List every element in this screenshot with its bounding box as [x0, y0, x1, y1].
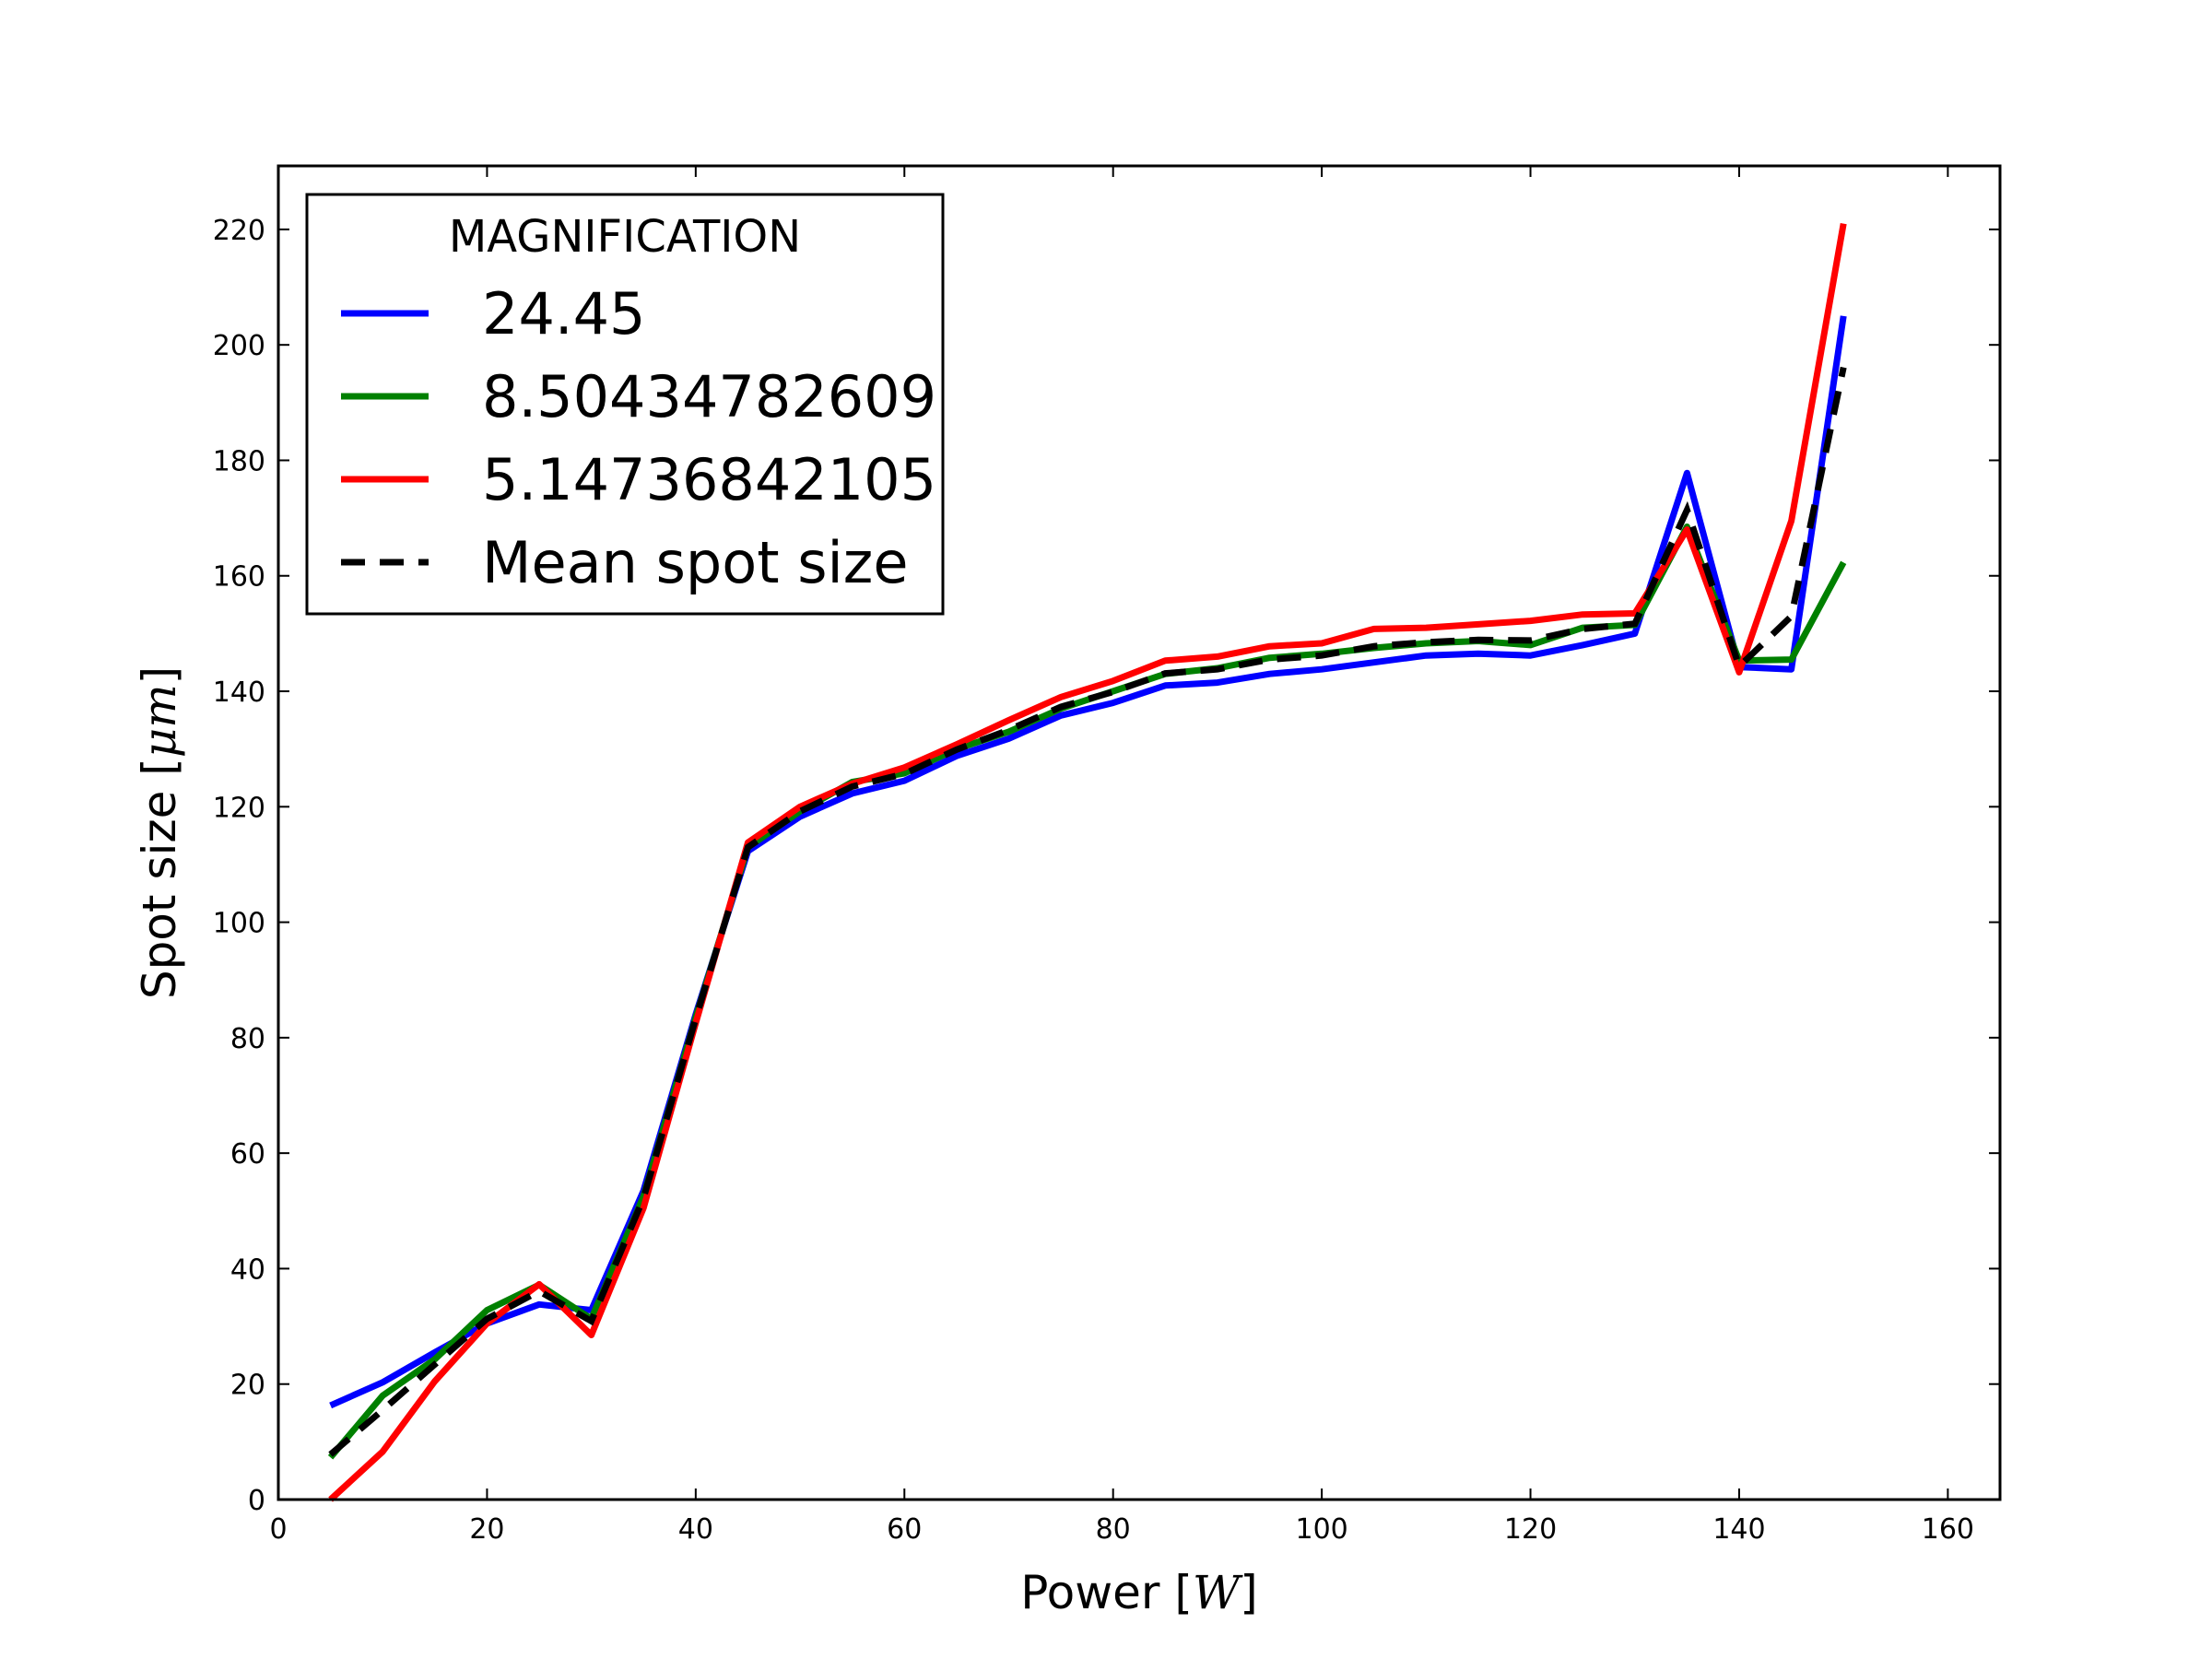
y-tick-label: 20 [230, 1370, 265, 1402]
series-layer [327, 222, 1847, 1502]
x-tick-label: 160 [1922, 1513, 1974, 1546]
y-tick-label: 180 [213, 445, 265, 477]
x-tick-label: 40 [678, 1513, 713, 1546]
y-tick-label: 120 [213, 792, 265, 824]
series-line-3 [328, 366, 1847, 1457]
series-line-2 [328, 222, 1847, 1502]
legend: MAGNIFICATION 24.45 8.50434782609 5.147368… [305, 193, 945, 616]
x-tick-label: 120 [1504, 1513, 1557, 1546]
plot-frame [276, 164, 2002, 1501]
x-tick-label: 80 [1096, 1513, 1131, 1546]
y-tick-label: 0 [248, 1485, 265, 1517]
series-line-1 [327, 524, 1847, 1460]
y-tick-label: 140 [213, 677, 265, 709]
y-tick-label: 200 [213, 330, 265, 362]
x-axis-label-text: Power [1020, 1566, 1160, 1619]
x-tick-label: 100 [1295, 1513, 1347, 1546]
legend-label-1: 8.50434782609 [482, 363, 936, 430]
x-tick-label: 140 [1712, 1513, 1765, 1546]
x-tick-label: 20 [469, 1513, 504, 1546]
legend-entries: 24.45 8.50434782609 5.14736842105 Mean spot… [341, 280, 936, 596]
ticks-layer: 0 20 40 60 80 100 120 140 160 0 20 40 60 80 100 120 140 1… [213, 166, 2000, 1546]
y-tick-label: 40 [230, 1253, 265, 1286]
y-tick-label: 100 [213, 908, 265, 940]
y-axis-label-text: Spot size [133, 791, 186, 1000]
legend-label-0: 24.45 [482, 280, 646, 347]
series-line-0 [329, 315, 1847, 1409]
y-tick-label: 60 [230, 1138, 265, 1171]
y-tick-label: 160 [213, 561, 265, 594]
y-axis-unit: μm [133, 684, 186, 758]
x-axis-label: Power [W] [1020, 1566, 1258, 1619]
x-tick-label: 60 [887, 1513, 922, 1546]
x-axis-unit: W [1193, 1566, 1243, 1619]
legend-label-2: 5.14736842105 [482, 446, 936, 513]
y-tick-label: 220 [213, 215, 265, 247]
y-axis-label: Spot size [μm] [133, 666, 186, 999]
legend-box [305, 193, 945, 616]
x-tick-label: 0 [269, 1513, 287, 1546]
legend-label-3: Mean spot size [482, 529, 908, 596]
legend-title: MAGNIFICATION [449, 211, 801, 263]
y-tick-label: 80 [230, 1023, 265, 1055]
